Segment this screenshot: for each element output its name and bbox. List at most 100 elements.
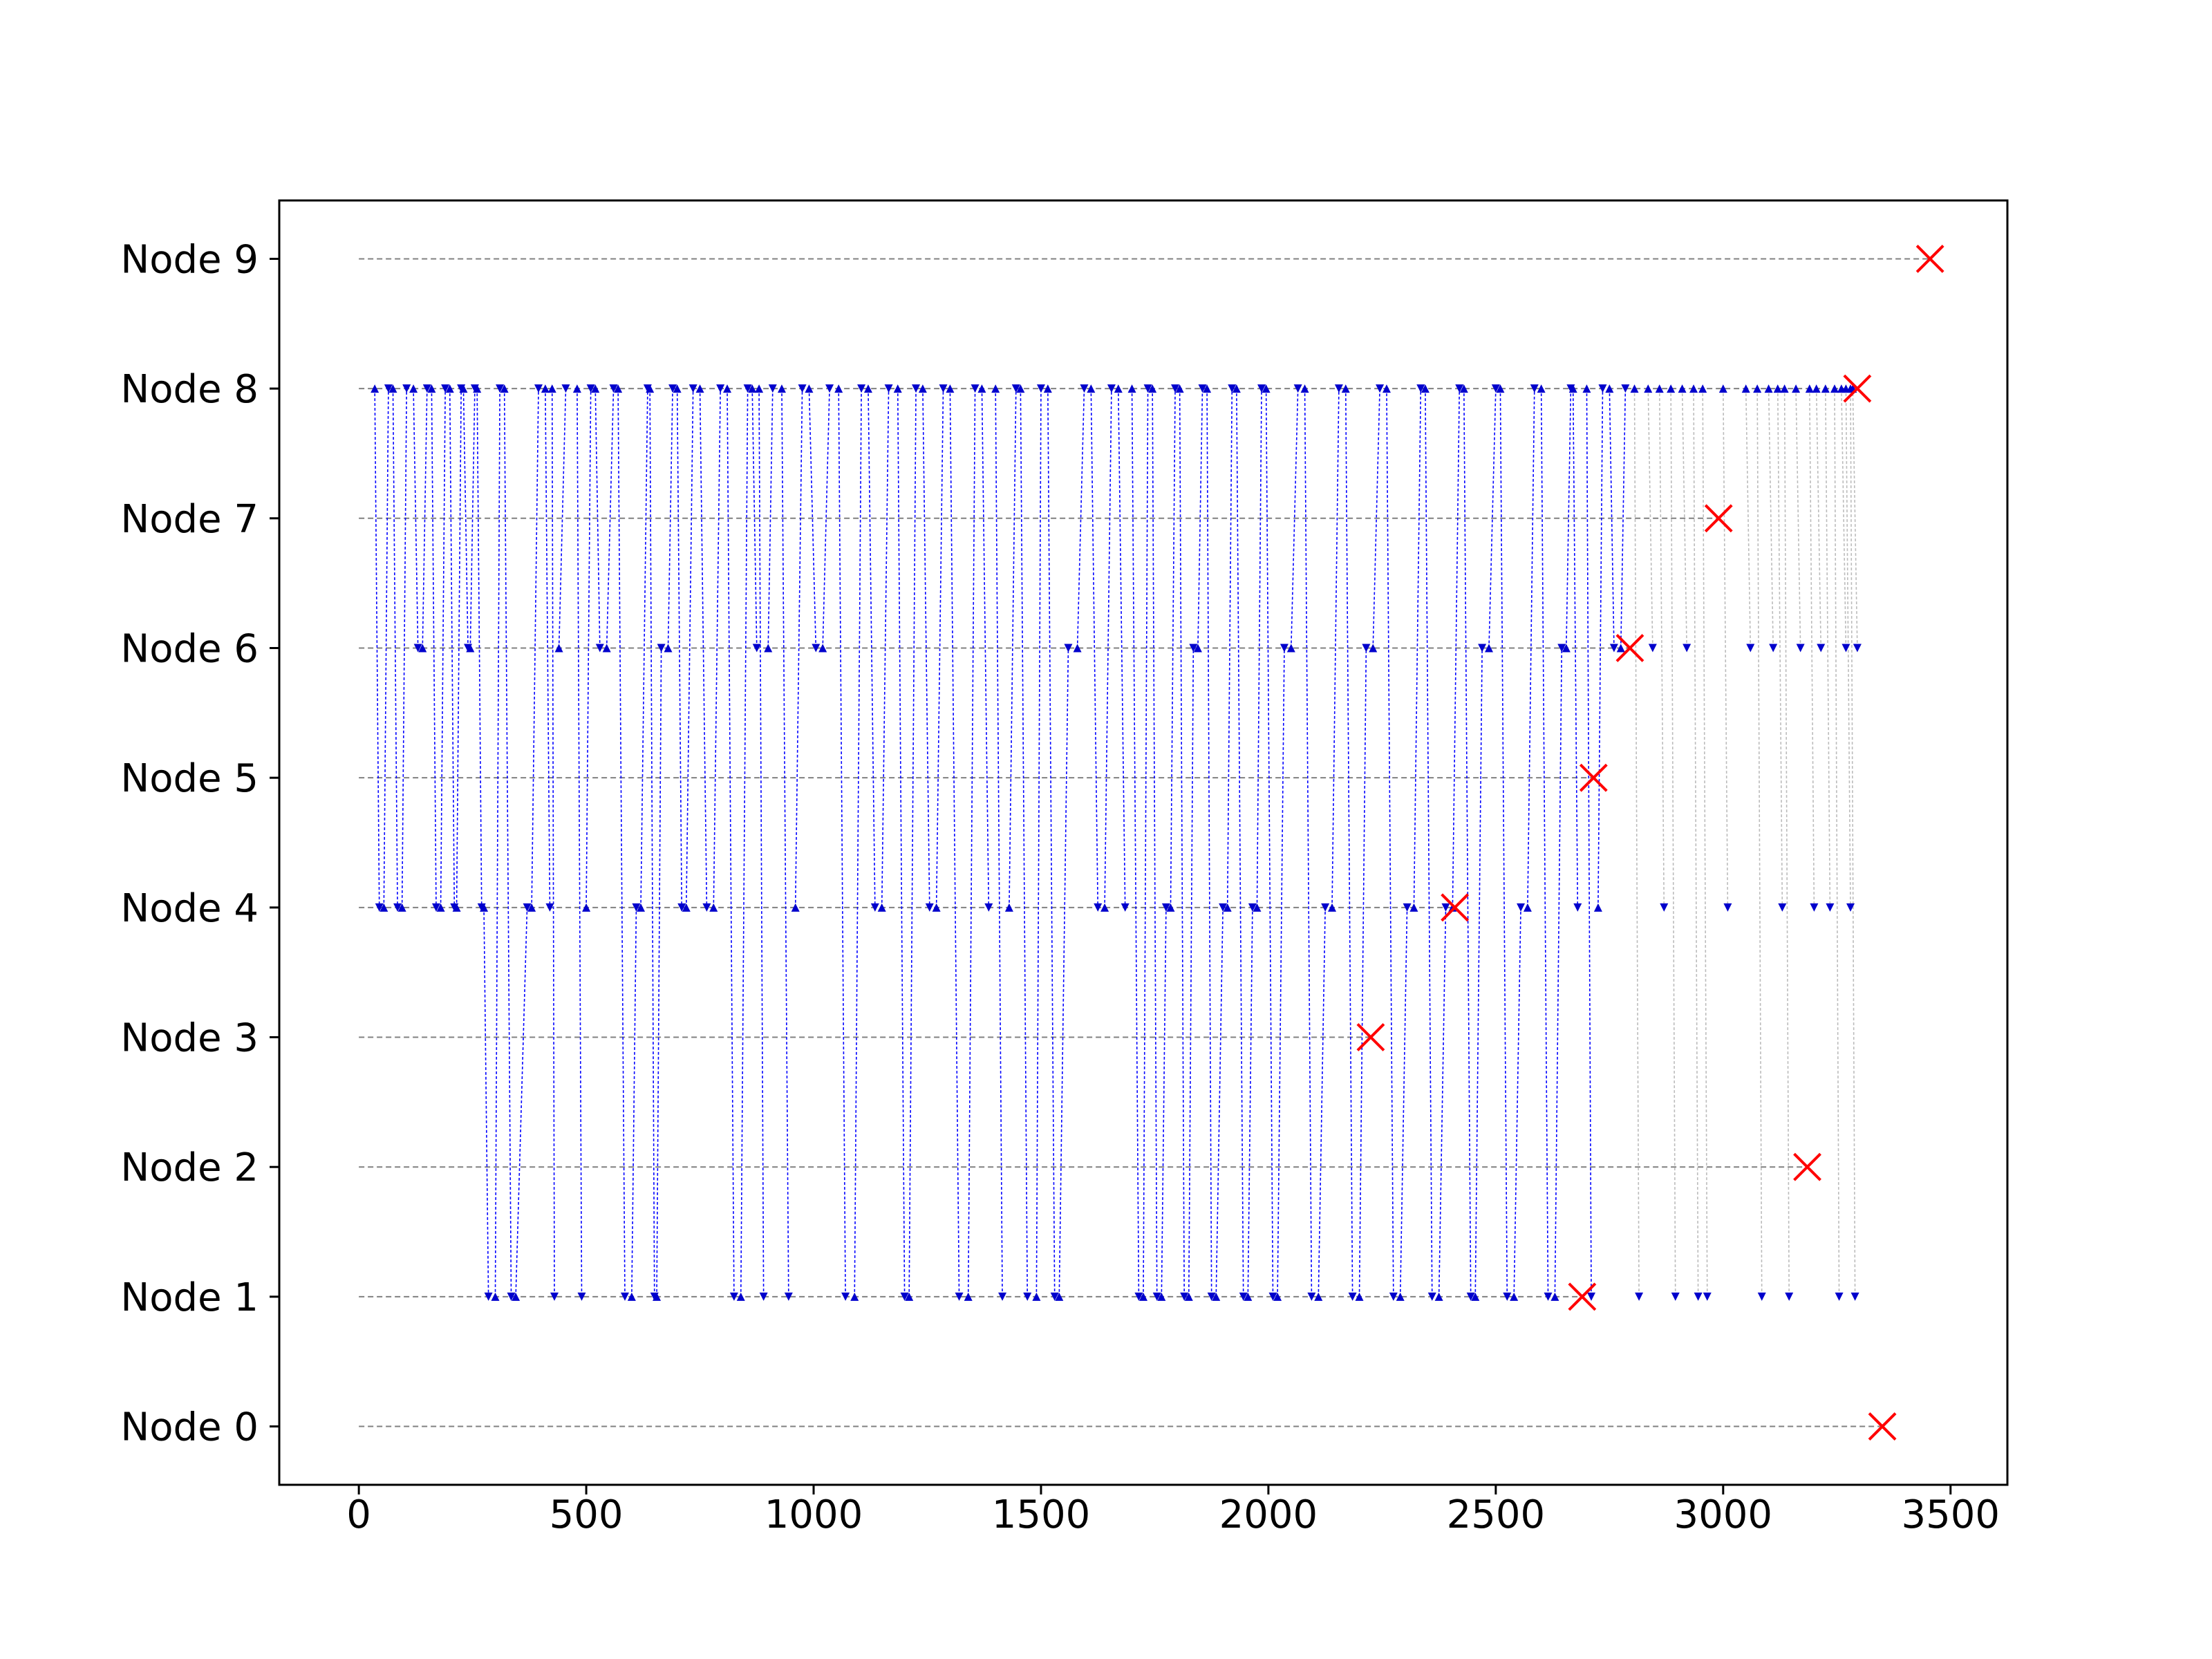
message-line xyxy=(1474,648,1483,1297)
send-marker xyxy=(1396,1292,1405,1301)
send-marker xyxy=(1568,384,1577,393)
receive-marker xyxy=(1107,384,1116,393)
receive-marker xyxy=(577,1292,586,1301)
receive-marker xyxy=(1161,903,1170,912)
send-marker xyxy=(893,384,902,393)
receive-marker xyxy=(1660,903,1669,912)
message-line xyxy=(1265,388,1274,1297)
message-line xyxy=(545,388,551,908)
message-markers xyxy=(371,384,1862,1301)
receive-marker xyxy=(1817,644,1826,653)
y-tick-label: Node 2 xyxy=(120,1145,259,1190)
send-marker xyxy=(1616,644,1625,653)
receive-marker xyxy=(507,1292,516,1301)
message-line xyxy=(449,388,456,908)
send-marker xyxy=(554,644,563,653)
message-line xyxy=(1438,907,1447,1297)
send-marker xyxy=(1043,384,1052,393)
message-line xyxy=(1463,388,1472,1297)
receive-marker xyxy=(1011,384,1020,393)
receive-marker xyxy=(1796,644,1805,653)
send-marker xyxy=(748,384,757,393)
failure-stroke xyxy=(1704,504,1733,533)
message-line xyxy=(1852,388,1858,648)
send-marker xyxy=(664,644,673,653)
y-tick-label: Node 5 xyxy=(120,756,259,801)
send-marker xyxy=(918,384,927,393)
y-tick-label: Node 1 xyxy=(120,1275,259,1320)
send-marker xyxy=(466,644,475,653)
failure-stroke xyxy=(1441,893,1470,922)
send-marker xyxy=(459,384,468,393)
receive-marker xyxy=(657,644,666,653)
receive-marker xyxy=(1307,1292,1316,1301)
send-marker xyxy=(1212,1292,1221,1301)
message-line xyxy=(1386,388,1394,1297)
message-line xyxy=(1702,388,1708,1297)
send-marker xyxy=(1434,1292,1443,1301)
receive-marker xyxy=(1683,644,1691,653)
send-marker xyxy=(1175,384,1184,393)
send-marker xyxy=(863,384,872,393)
send-marker xyxy=(1562,644,1571,653)
message-line xyxy=(767,388,774,648)
send-marker xyxy=(1630,384,1639,393)
receive-marker xyxy=(1621,384,1630,393)
send-marker xyxy=(777,384,786,393)
send-marker xyxy=(1127,384,1136,393)
send-marker xyxy=(1582,384,1591,393)
receive-marker xyxy=(1778,903,1787,912)
send-marker xyxy=(764,644,773,653)
message-line xyxy=(1633,388,1640,1297)
message-line xyxy=(1768,388,1774,648)
send-marker xyxy=(850,1292,859,1301)
receive-marker xyxy=(729,1292,738,1301)
message-line xyxy=(1783,388,1790,1297)
receive-marker xyxy=(688,384,697,393)
receive-marker xyxy=(1850,1292,1859,1301)
message-line xyxy=(577,388,583,1297)
send-marker xyxy=(379,903,388,912)
send-marker xyxy=(964,1292,973,1301)
message-line xyxy=(1527,388,1535,908)
receive-marker xyxy=(1491,384,1500,393)
message-line xyxy=(1344,388,1353,1297)
send-marker xyxy=(1821,384,1830,393)
send-marker xyxy=(932,903,941,912)
send-marker xyxy=(371,384,379,393)
x-tick-label: 2500 xyxy=(1447,1492,1546,1537)
send-marker xyxy=(1830,384,1839,393)
y-tick-label: Node 7 xyxy=(120,497,259,542)
receive-marker xyxy=(812,644,821,653)
receive-marker xyxy=(677,903,686,912)
receive-marker xyxy=(1376,384,1385,393)
receive-marker xyxy=(1094,903,1103,912)
failure-marker-node-4 xyxy=(1441,893,1470,922)
send-marker xyxy=(572,384,581,393)
failure-stroke xyxy=(1615,634,1644,662)
receive-marker xyxy=(1416,384,1425,393)
receive-marker xyxy=(1427,1292,1436,1301)
receive-marker xyxy=(1036,384,1045,393)
receive-marker xyxy=(702,903,711,912)
receive-marker xyxy=(668,384,677,393)
message-line xyxy=(1499,388,1508,1297)
message-line xyxy=(1131,388,1140,1297)
receive-marker xyxy=(1455,384,1464,393)
send-marker xyxy=(877,903,886,912)
x-tick-label: 500 xyxy=(550,1492,624,1537)
message-line xyxy=(1047,388,1056,1297)
receive-marker xyxy=(621,1292,629,1301)
receive-marker xyxy=(1648,644,1657,653)
receive-marker xyxy=(841,1292,850,1301)
message-line xyxy=(758,388,765,1297)
receive-marker xyxy=(1050,1292,1059,1301)
message-line xyxy=(1277,648,1285,1297)
receive-marker xyxy=(1841,644,1850,653)
send-marker xyxy=(614,384,623,393)
send-marker xyxy=(527,903,536,912)
send-marker xyxy=(1203,384,1212,393)
send-marker xyxy=(1244,1292,1253,1301)
receive-marker xyxy=(441,384,450,393)
send-marker xyxy=(1753,384,1762,393)
